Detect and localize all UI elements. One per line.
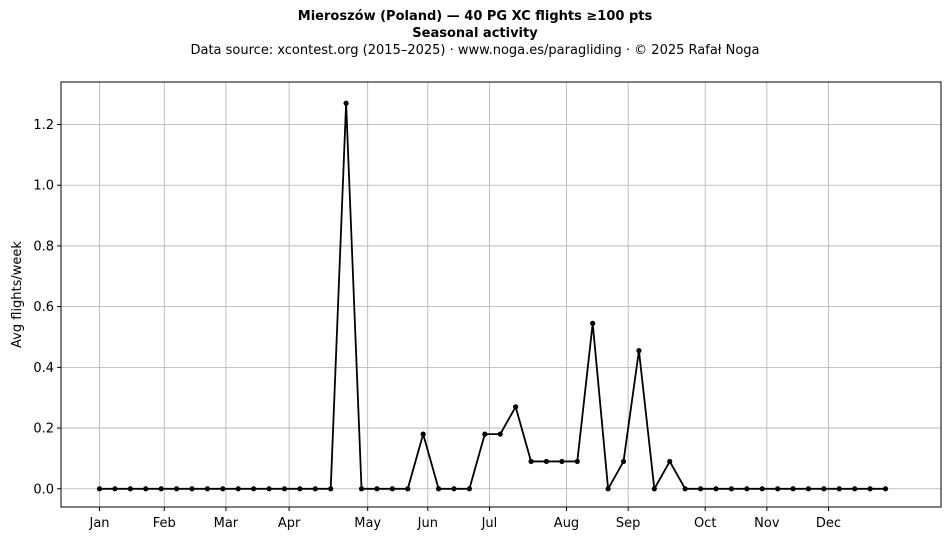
y-axis: 0.0 0.2 0.4 0.6 0.8 1.0 1.2	[33, 118, 61, 497]
data-point	[235, 486, 241, 492]
data-point	[127, 486, 133, 492]
data-point	[882, 486, 889, 492]
data-point	[697, 486, 704, 492]
data-point	[651, 486, 657, 492]
x-tick-label: Sep	[616, 516, 641, 531]
x-tick-label: Aug	[554, 516, 579, 531]
data-point	[805, 486, 812, 492]
data-point	[112, 486, 118, 492]
chart-subtitle: Data source: xcontest.org (2015–2025) · …	[190, 43, 760, 58]
data-point	[497, 431, 503, 437]
data-point	[466, 486, 473, 492]
data-point	[173, 486, 180, 492]
x-tick-label: Mar	[214, 516, 239, 531]
data-point	[281, 486, 288, 492]
data-point	[374, 486, 380, 492]
data-point	[759, 486, 765, 492]
x-tick-label: Dec	[816, 516, 841, 531]
data-point	[574, 458, 580, 465]
data-point	[790, 486, 796, 492]
data-point	[328, 486, 334, 492]
data-point	[435, 486, 442, 492]
data-point	[220, 486, 226, 492]
chart-title: Mieroszów (Poland) — 40 PG XC flights ≥1…	[297, 9, 653, 24]
data-point	[451, 486, 457, 492]
x-tick-label: Oct	[694, 516, 716, 531]
data-point	[682, 486, 688, 492]
y-tick-label: 1.2	[33, 118, 54, 133]
data-point	[343, 100, 349, 106]
data-point	[667, 458, 673, 465]
data-point	[620, 458, 627, 465]
data-point	[559, 458, 565, 465]
x-tick-label: Jul	[481, 516, 498, 531]
chart-title-line2: Seasonal activity	[412, 26, 538, 41]
x-tick-label: May	[354, 516, 381, 531]
data-point	[143, 486, 149, 492]
data-point	[266, 486, 272, 492]
x-tick-label: Feb	[153, 516, 176, 531]
x-axis: Jan Feb Mar Apr May Jun Jul Aug Sep Oct Nov Dec	[89, 507, 841, 531]
data-point	[590, 320, 596, 326]
data-point	[420, 431, 426, 437]
data-point	[528, 458, 534, 465]
data-point	[389, 486, 395, 492]
x-tick-label: Jan	[89, 516, 110, 531]
data-point	[358, 486, 365, 492]
series-line	[99, 102, 886, 490]
data-point	[543, 458, 550, 465]
x-tick-label: Jun	[417, 516, 438, 531]
data-point	[189, 486, 195, 492]
grid-lines	[61, 82, 941, 507]
data-point	[297, 486, 303, 492]
data-point	[482, 431, 488, 437]
data-point	[713, 486, 719, 492]
data-point	[821, 486, 827, 492]
y-tick-label: 0.4	[33, 361, 54, 376]
data-point	[312, 486, 318, 492]
y-tick-label: 1.0	[33, 179, 54, 194]
y-tick-label: 0.2	[33, 422, 54, 437]
data-point	[852, 486, 858, 492]
x-tick-label: Apr	[278, 516, 301, 531]
data-point	[158, 486, 164, 492]
data-point	[251, 486, 257, 492]
data-point	[636, 348, 642, 354]
data-point	[605, 486, 611, 492]
data-point	[728, 486, 735, 492]
y-axis-label: Avg flights/week	[10, 241, 25, 348]
data-point	[204, 486, 211, 492]
series-group	[96, 100, 889, 492]
data-point	[744, 486, 750, 492]
data-point	[867, 486, 873, 492]
data-point	[513, 404, 519, 410]
data-point	[96, 486, 103, 492]
data-point	[775, 486, 781, 492]
y-tick-label: 0.8	[33, 239, 54, 254]
y-tick-label: 0.0	[33, 482, 54, 497]
data-point	[405, 486, 411, 492]
x-tick-label: Nov	[754, 516, 780, 531]
y-tick-label: 0.6	[33, 300, 54, 315]
plot-frame	[60, 81, 942, 508]
data-point	[836, 486, 842, 492]
